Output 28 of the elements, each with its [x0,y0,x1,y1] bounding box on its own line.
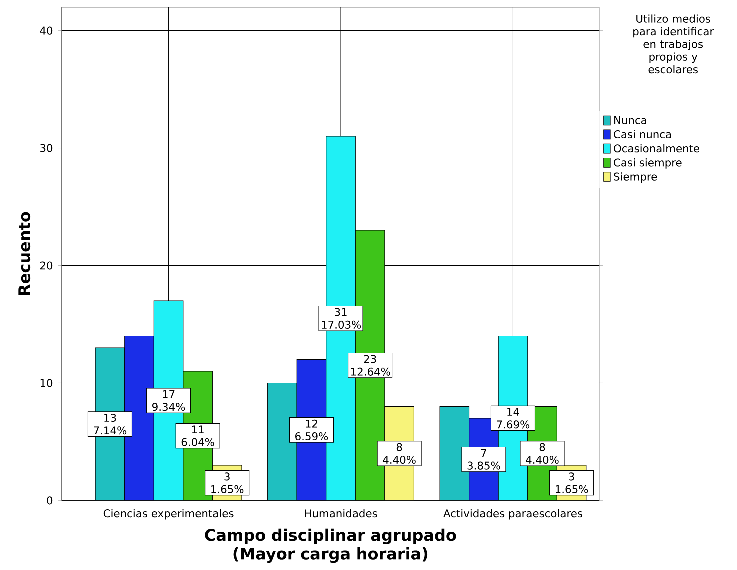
y-axis-title: Recuento [18,212,31,295]
legend-label: Nunca [614,116,646,124]
x-tick-label: Ciencias experimentales [104,509,234,520]
data-label: 3 1.65% [212,472,244,494]
data-label: 11 6.04% [182,426,214,446]
legend-title: Utilizo medios para identificar en trabajos propios y escolares [634,14,714,74]
legend-label: Siempre [614,172,658,183]
data-label: 8 4.40% [383,443,416,464]
data-label: 3 1.65% [556,472,588,494]
data-label: 7 3.85% [468,449,500,470]
data-label: 31 17.03% [322,308,362,329]
data-label: 12 6.59% [296,420,328,441]
y-tick-label: 10 [40,379,53,388]
x-tick-label: Actividades paraescolares [444,509,582,520]
legend-label: Casi nunca [614,130,672,139]
data-label: 17 9.34% [152,390,186,412]
y-tick-label: 20 [40,262,53,270]
legend-label: Ocasionalmente [614,144,700,153]
data-label: 13 7.14% [94,414,127,435]
y-tick-label: 0 [47,496,53,505]
y-tick-label: 40 [40,26,53,35]
data-label: 23 12.64% [351,355,390,376]
y-tick-label: 30 [40,144,53,152]
x-axis-title: Campo disciplinar agrupado (Mayor carga horaria) [205,528,456,564]
x-tick-label: Humanidades [305,509,378,518]
data-label: 8 4.40% [526,443,559,464]
data-label: 14 7.69% [497,408,530,429]
legend-label: Casi siempre [614,158,682,169]
